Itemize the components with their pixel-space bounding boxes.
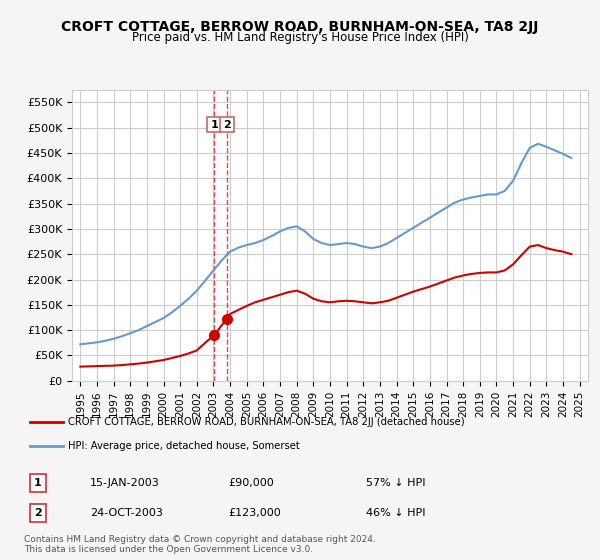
Text: 57% ↓ HPI: 57% ↓ HPI [366, 478, 426, 488]
Text: 2: 2 [223, 119, 231, 129]
Text: 2: 2 [34, 508, 41, 518]
Text: 46% ↓ HPI: 46% ↓ HPI [366, 508, 426, 518]
Text: 15-JAN-2003: 15-JAN-2003 [90, 478, 160, 488]
Text: Price paid vs. HM Land Registry's House Price Index (HPI): Price paid vs. HM Land Registry's House … [131, 31, 469, 44]
Text: 1: 1 [210, 119, 218, 129]
Text: £90,000: £90,000 [228, 478, 274, 488]
Text: HPI: Average price, detached house, Somerset: HPI: Average price, detached house, Some… [68, 441, 300, 451]
Text: £123,000: £123,000 [228, 508, 281, 518]
Text: CROFT COTTAGE, BERROW ROAD, BURNHAM-ON-SEA, TA8 2JJ (detached house): CROFT COTTAGE, BERROW ROAD, BURNHAM-ON-S… [68, 417, 465, 427]
Text: Contains HM Land Registry data © Crown copyright and database right 2024.
This d: Contains HM Land Registry data © Crown c… [24, 535, 376, 554]
Text: 1: 1 [34, 478, 41, 488]
Text: CROFT COTTAGE, BERROW ROAD, BURNHAM-ON-SEA, TA8 2JJ: CROFT COTTAGE, BERROW ROAD, BURNHAM-ON-S… [61, 20, 539, 34]
Text: 24-OCT-2003: 24-OCT-2003 [90, 508, 163, 518]
